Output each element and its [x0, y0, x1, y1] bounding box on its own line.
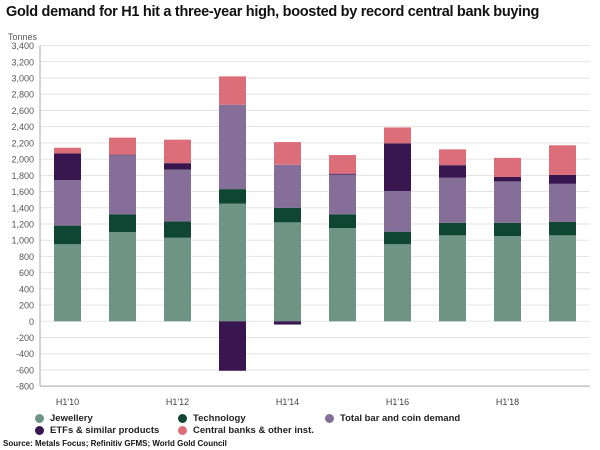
y-tick-label: 1,000 — [11, 236, 34, 246]
legend-item-etfs: ETFs & similar products — [35, 425, 159, 436]
y-tick-label: 3,000 — [11, 74, 34, 84]
bar-segment — [54, 153, 81, 181]
bar-segment — [274, 207, 301, 223]
bar-segment — [164, 221, 191, 238]
bar-segment — [549, 174, 576, 184]
legend-label: Jewellery — [50, 413, 93, 424]
bar-segment — [549, 235, 576, 322]
y-tick-label: 3,200 — [11, 57, 34, 67]
y-tick-label: 600 — [19, 268, 34, 278]
bar-segment — [439, 222, 466, 236]
y-tick-label: 2,600 — [11, 106, 34, 116]
y-tick-label: 0 — [29, 317, 34, 327]
bar-segment — [549, 145, 576, 175]
chart-title: Gold demand for H1 hit a three-year high… — [6, 4, 540, 20]
x-tick-label: H1'10 — [56, 397, 79, 407]
bar-segment — [219, 76, 246, 105]
bar-segment — [164, 163, 191, 170]
y-tick-label: 400 — [19, 284, 34, 294]
bar-segment — [219, 203, 246, 322]
bar-segment — [549, 221, 576, 236]
bar-segment — [384, 143, 411, 192]
bar-segment — [439, 235, 466, 322]
legend-item-jewellery: Jewellery — [35, 413, 93, 424]
legend-label: Technology — [193, 413, 246, 424]
bar-segment — [274, 142, 301, 165]
bar-segment — [494, 222, 521, 237]
legend-item-technology: Technology — [178, 413, 246, 424]
bar-segment — [494, 176, 521, 182]
legend-swatch — [178, 426, 187, 435]
legend-label: Central banks & other inst. — [193, 425, 314, 436]
bar-segment — [274, 222, 301, 322]
y-tick-label: 1,400 — [11, 203, 34, 213]
bar-segment — [384, 191, 411, 232]
bar-segment — [219, 104, 246, 190]
stacked-bar-chart: Tonnes -800 -600 -400 -200 0 200 400 600 800 1,000… — [8, 32, 590, 407]
bar-segment — [274, 321, 301, 325]
bar-segment — [384, 244, 411, 322]
y-tick-label: 2,800 — [11, 90, 34, 100]
x-tick-label: H1'18 — [496, 397, 519, 407]
bar-segment — [109, 232, 136, 322]
legend-label: Total bar and coin demand — [340, 413, 461, 424]
y-tick-label: 1,200 — [11, 219, 34, 229]
y-tick-label: 200 — [19, 301, 34, 311]
bar-segment — [329, 173, 356, 175]
source-note: Source: Metals Focus; Refinitiv GFMS; Wo… — [3, 439, 227, 448]
bar-segment — [439, 149, 466, 166]
bar-segment — [109, 214, 136, 233]
y-tick-label: 2,200 — [11, 138, 34, 148]
y-tick-label: 800 — [19, 252, 34, 262]
legend-swatch — [35, 414, 44, 423]
y-tick-label: -800 — [16, 382, 34, 392]
bar-segment — [54, 225, 81, 245]
y-tick-label: -600 — [16, 365, 34, 375]
x-tick-label: H1'14 — [276, 397, 299, 407]
legend-swatch — [35, 426, 44, 435]
bar-segment — [54, 244, 81, 322]
bar-segment — [494, 236, 521, 322]
bar-segment — [109, 154, 136, 156]
x-tick-label: H1'12 — [166, 397, 189, 407]
legend-swatch — [178, 414, 187, 423]
legend-swatch — [325, 414, 334, 423]
legend-label: ETFs & similar products — [50, 425, 160, 436]
bar-segment — [219, 321, 246, 371]
y-tick-label: 1,600 — [11, 187, 34, 197]
bar-segment — [439, 165, 466, 178]
y-axis-label: Tonnes — [8, 32, 38, 42]
bar-segment — [329, 214, 356, 229]
bar-segment — [329, 228, 356, 322]
bar-segment — [164, 237, 191, 322]
y-tick-label: 2,000 — [11, 155, 34, 165]
bar-segment — [109, 155, 136, 215]
legend-item-central-banks: Central banks & other inst. — [178, 425, 314, 436]
bar-segment — [494, 157, 521, 177]
bar-segment — [384, 127, 411, 144]
bar-segment — [494, 181, 521, 223]
legend-item-bar-coin: Total bar and coin demand — [325, 413, 460, 424]
bar-segment — [54, 180, 81, 226]
bar-segment — [439, 177, 466, 223]
bar-segment — [54, 147, 81, 154]
bar-segment — [384, 231, 411, 245]
bar-segment — [219, 189, 246, 204]
bar-segment — [329, 155, 356, 174]
bar-segment — [549, 183, 576, 222]
y-tick-label: 1,800 — [11, 171, 34, 181]
bar-segment — [164, 139, 191, 164]
y-tick-label: 2,400 — [11, 122, 34, 132]
y-tick-label: -200 — [16, 333, 34, 343]
x-tick-label: H1'16 — [386, 397, 409, 407]
y-tick-label: 3,400 — [11, 41, 34, 51]
bar-segment — [164, 169, 191, 222]
y-tick-label: -400 — [16, 349, 34, 359]
bar-segment — [109, 137, 136, 155]
bar-segment — [274, 164, 301, 208]
bar-segment — [329, 174, 356, 215]
